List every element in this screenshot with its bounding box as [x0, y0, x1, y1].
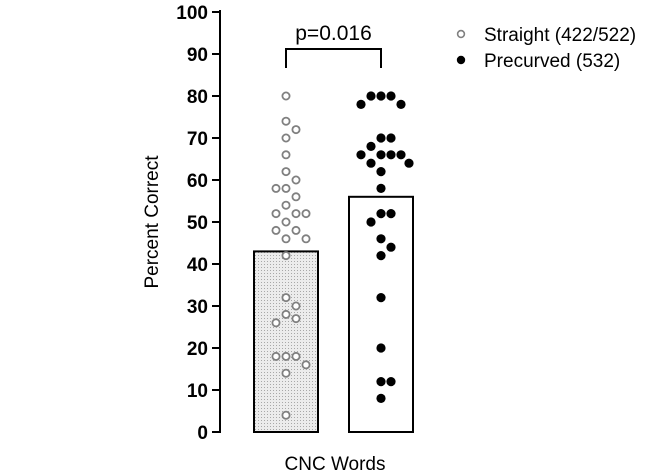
y-tick-label: 30 — [187, 297, 208, 318]
data-point-precurved — [366, 217, 376, 227]
data-point-precurved — [356, 150, 366, 160]
data-point-precurved — [376, 343, 386, 353]
y-tick-label: 50 — [187, 213, 208, 234]
data-point-straight — [281, 251, 291, 261]
y-tick-label: 100 — [176, 3, 208, 24]
data-point-precurved — [376, 209, 386, 219]
legend-marker-precurved — [456, 55, 466, 65]
data-point-straight — [291, 301, 301, 311]
y-tick-label: 40 — [187, 255, 208, 276]
data-point-precurved — [386, 150, 396, 160]
p-value-label: p=0.016 — [295, 22, 372, 45]
data-point-straight — [281, 368, 291, 378]
data-point-straight — [301, 234, 311, 244]
data-point-precurved — [376, 293, 386, 303]
data-point-precurved — [376, 91, 386, 101]
y-tick-label: 20 — [187, 339, 208, 360]
data-point-precurved — [386, 377, 396, 387]
y-axis: 0 10 20 30 40 50 60 70 80 90 100 — [176, 3, 221, 444]
data-point-straight — [281, 183, 291, 193]
data-point-precurved — [376, 234, 386, 244]
data-point-precurved — [386, 242, 396, 252]
data-point-straight — [281, 217, 291, 227]
y-axis-title: Percent Correct — [142, 155, 163, 289]
data-point-precurved — [396, 99, 406, 109]
data-point-precurved — [376, 251, 386, 261]
data-point-precurved — [376, 133, 386, 143]
data-point-straight — [291, 192, 301, 202]
data-point-precurved — [404, 158, 414, 168]
data-point-straight — [291, 125, 301, 135]
data-point-straight — [271, 318, 281, 328]
data-point-precurved — [376, 167, 386, 177]
data-point-straight — [301, 360, 311, 370]
significance-annotation: p=0.016 — [285, 22, 382, 68]
data-point-straight — [291, 209, 301, 219]
data-point-straight — [271, 225, 281, 235]
legend-marker-straight — [456, 29, 466, 39]
data-point-precurved — [386, 91, 396, 101]
data-point-straight — [271, 209, 281, 219]
y-tick-label: 90 — [187, 45, 208, 66]
data-point-straight — [281, 116, 291, 126]
y-tick-label: 70 — [187, 129, 208, 150]
data-point-straight — [281, 133, 291, 143]
data-point-precurved — [376, 377, 386, 387]
legend: Straight (422/522) Precurved (532) — [456, 25, 636, 72]
data-point-straight — [281, 351, 291, 361]
data-point-straight — [271, 183, 281, 193]
data-point-straight — [291, 314, 301, 324]
y-tick-label: 80 — [187, 87, 208, 108]
data-point-precurved — [386, 209, 396, 219]
data-point-precurved — [376, 150, 386, 160]
data-point-straight — [281, 167, 291, 177]
legend-label-straight: Straight (422/522) — [484, 25, 636, 46]
data-point-straight — [281, 91, 291, 101]
x-axis-title: CNC Words — [285, 454, 386, 472]
data-point-straight — [301, 209, 311, 219]
data-point-straight — [281, 410, 291, 420]
data-point-precurved — [386, 133, 396, 143]
data-point-straight — [281, 293, 291, 303]
data-points — [271, 91, 414, 420]
data-point-straight — [281, 200, 291, 210]
data-point-straight — [291, 225, 301, 235]
data-point-precurved — [366, 141, 376, 151]
data-point-precurved — [356, 99, 366, 109]
data-point-precurved — [376, 393, 386, 403]
data-point-straight — [271, 351, 281, 361]
data-point-precurved — [366, 91, 376, 101]
bar-straight — [253, 250, 319, 433]
significance-bracket — [285, 48, 382, 68]
data-point-precurved — [396, 150, 406, 160]
data-point-precurved — [376, 183, 386, 193]
data-point-straight — [291, 175, 301, 185]
data-point-straight — [281, 234, 291, 244]
data-point-precurved — [366, 158, 376, 168]
data-point-straight — [281, 150, 291, 160]
y-tick-label: 0 — [197, 423, 208, 444]
y-tick-label: 60 — [187, 171, 208, 192]
y-tick-label: 10 — [187, 381, 208, 402]
legend-label-precurved: Precurved (532) — [484, 51, 620, 72]
data-point-straight — [281, 309, 291, 319]
data-point-straight — [291, 351, 301, 361]
